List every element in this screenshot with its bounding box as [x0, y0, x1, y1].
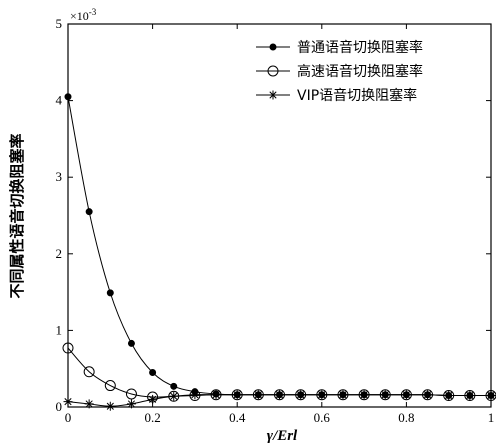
plot-frame [67, 23, 492, 408]
data-point-highspeed [83, 366, 95, 378]
y-tick-label: 1 [56, 322, 63, 337]
data-point-highspeed [62, 342, 74, 354]
data-point-vip [401, 390, 411, 400]
y-tick-label: 5 [56, 16, 63, 31]
y-tick-label: 4 [56, 93, 63, 108]
data-point-normal [127, 339, 135, 347]
data-point-vip [126, 399, 136, 409]
x-tick-label: 0 [65, 410, 72, 425]
x-tick-label: 0.2 [144, 410, 160, 425]
axes: 0 0.2 0.4 0.6 0.8 1 0 1 2 3 4 5 [56, 16, 495, 425]
data-point-vip [211, 390, 221, 400]
data-point-vip [359, 390, 369, 400]
data-point-vip [444, 391, 454, 401]
legend-marker [268, 90, 278, 100]
legend-label: 高速语音切换阻塞率 [297, 63, 423, 80]
data-point-normal [170, 382, 178, 390]
data-point-vip [148, 394, 158, 404]
data-point-vip [465, 391, 475, 401]
data-point-vip [338, 390, 348, 400]
data-point-vip [275, 390, 284, 400]
x-axis-title: γ/Erl [267, 428, 298, 444]
y-tick-label: 0 [56, 399, 63, 414]
data-point-vip [63, 397, 73, 407]
legend-item-normal: 普通语音切换阻塞率 [256, 39, 423, 56]
legend-label: 普通语音切换阻塞率 [297, 39, 423, 56]
y-scale-multiplier: ×10-3 [70, 7, 97, 23]
y-axis-title: 不同属性语音切换阻塞率 [8, 133, 26, 298]
data-point-highspeed [125, 388, 137, 400]
series-vip [63, 390, 496, 411]
legend-marker [269, 43, 277, 51]
data-point-vip [317, 390, 327, 400]
data-point-vip [232, 390, 242, 400]
data-point-vip [190, 390, 200, 400]
x-tick-label: 1 [488, 410, 495, 425]
x-tick-label: 0.6 [314, 410, 331, 425]
x-tick-label: 0.8 [398, 410, 414, 425]
x-tick-label: 0.4 [229, 410, 246, 425]
data-point-normal [149, 369, 157, 377]
legend-marker [267, 65, 279, 77]
data-point-vip [423, 390, 433, 400]
y-tick-label: 2 [56, 246, 63, 261]
data-point-vip [486, 391, 496, 401]
data-point-vip [169, 391, 179, 401]
data-point-normal [106, 289, 114, 297]
data-point-vip [380, 390, 390, 400]
y-tick-label: 3 [56, 169, 63, 184]
series-normal [64, 93, 495, 400]
data-point-vip [84, 399, 94, 409]
legend-label: VIP语音切换阻塞率 [297, 87, 417, 104]
data-point-highspeed [104, 380, 116, 392]
data-point-normal [85, 208, 93, 216]
legend-item-highspeed: 高速语音切换阻塞率 [256, 63, 423, 80]
legend-item-vip: VIP语音切换阻塞率 [256, 87, 417, 104]
series-group [62, 93, 496, 411]
data-point-vip [296, 390, 306, 400]
data-point-vip [253, 390, 263, 400]
data-point-vip [105, 401, 115, 411]
series-line-normal [67, 96, 491, 397]
data-point-normal [64, 93, 72, 101]
